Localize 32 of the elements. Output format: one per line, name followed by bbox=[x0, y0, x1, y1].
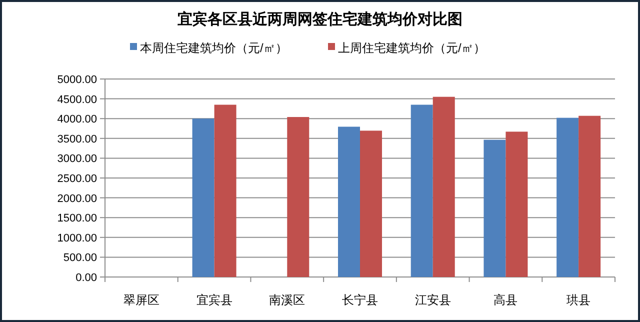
bar bbox=[360, 130, 382, 277]
legend-label: 上周住宅建筑均价（元/㎡） bbox=[338, 41, 486, 55]
y-tick-label: 0.00 bbox=[76, 272, 97, 284]
x-tick-label: 翠屏区 bbox=[123, 293, 160, 307]
bar bbox=[484, 140, 506, 277]
bar bbox=[578, 116, 601, 277]
y-tick-label: 4500.00 bbox=[57, 94, 97, 106]
bar bbox=[506, 132, 528, 277]
y-tick-label: 3000.00 bbox=[57, 153, 97, 166]
x-tick-label: 长宁县 bbox=[342, 293, 378, 307]
bar bbox=[410, 104, 433, 277]
y-tick-label: 500.00 bbox=[63, 252, 97, 264]
y-tick-label: 4000.00 bbox=[57, 114, 97, 126]
bar bbox=[214, 104, 236, 277]
x-tick-label: 宜宾县 bbox=[196, 293, 232, 307]
y-tick-label: 2500.00 bbox=[57, 173, 97, 185]
bar bbox=[432, 96, 455, 277]
y-tick-label: 2000.00 bbox=[57, 192, 97, 205]
bar bbox=[338, 126, 360, 277]
x-tick-label: 江安县 bbox=[414, 293, 451, 307]
bar bbox=[556, 118, 579, 277]
legend-label: 本周住宅建筑均价（元/㎡） bbox=[140, 41, 288, 55]
bar bbox=[192, 118, 214, 277]
y-tick-label: 1000.00 bbox=[57, 232, 97, 244]
chart-title: 宜宾各区县近两周网签住宅建筑均价对比图 bbox=[178, 10, 462, 28]
x-tick-label: 珙县 bbox=[566, 293, 591, 307]
y-tick-label: 3500.00 bbox=[57, 133, 97, 146]
y-tick-label: 1500.00 bbox=[57, 212, 97, 225]
x-tick-label: 高县 bbox=[494, 293, 518, 307]
bar bbox=[287, 117, 310, 277]
x-tick-label: 南溪区 bbox=[269, 293, 306, 307]
y-tick-label: 5000.00 bbox=[57, 74, 97, 86]
